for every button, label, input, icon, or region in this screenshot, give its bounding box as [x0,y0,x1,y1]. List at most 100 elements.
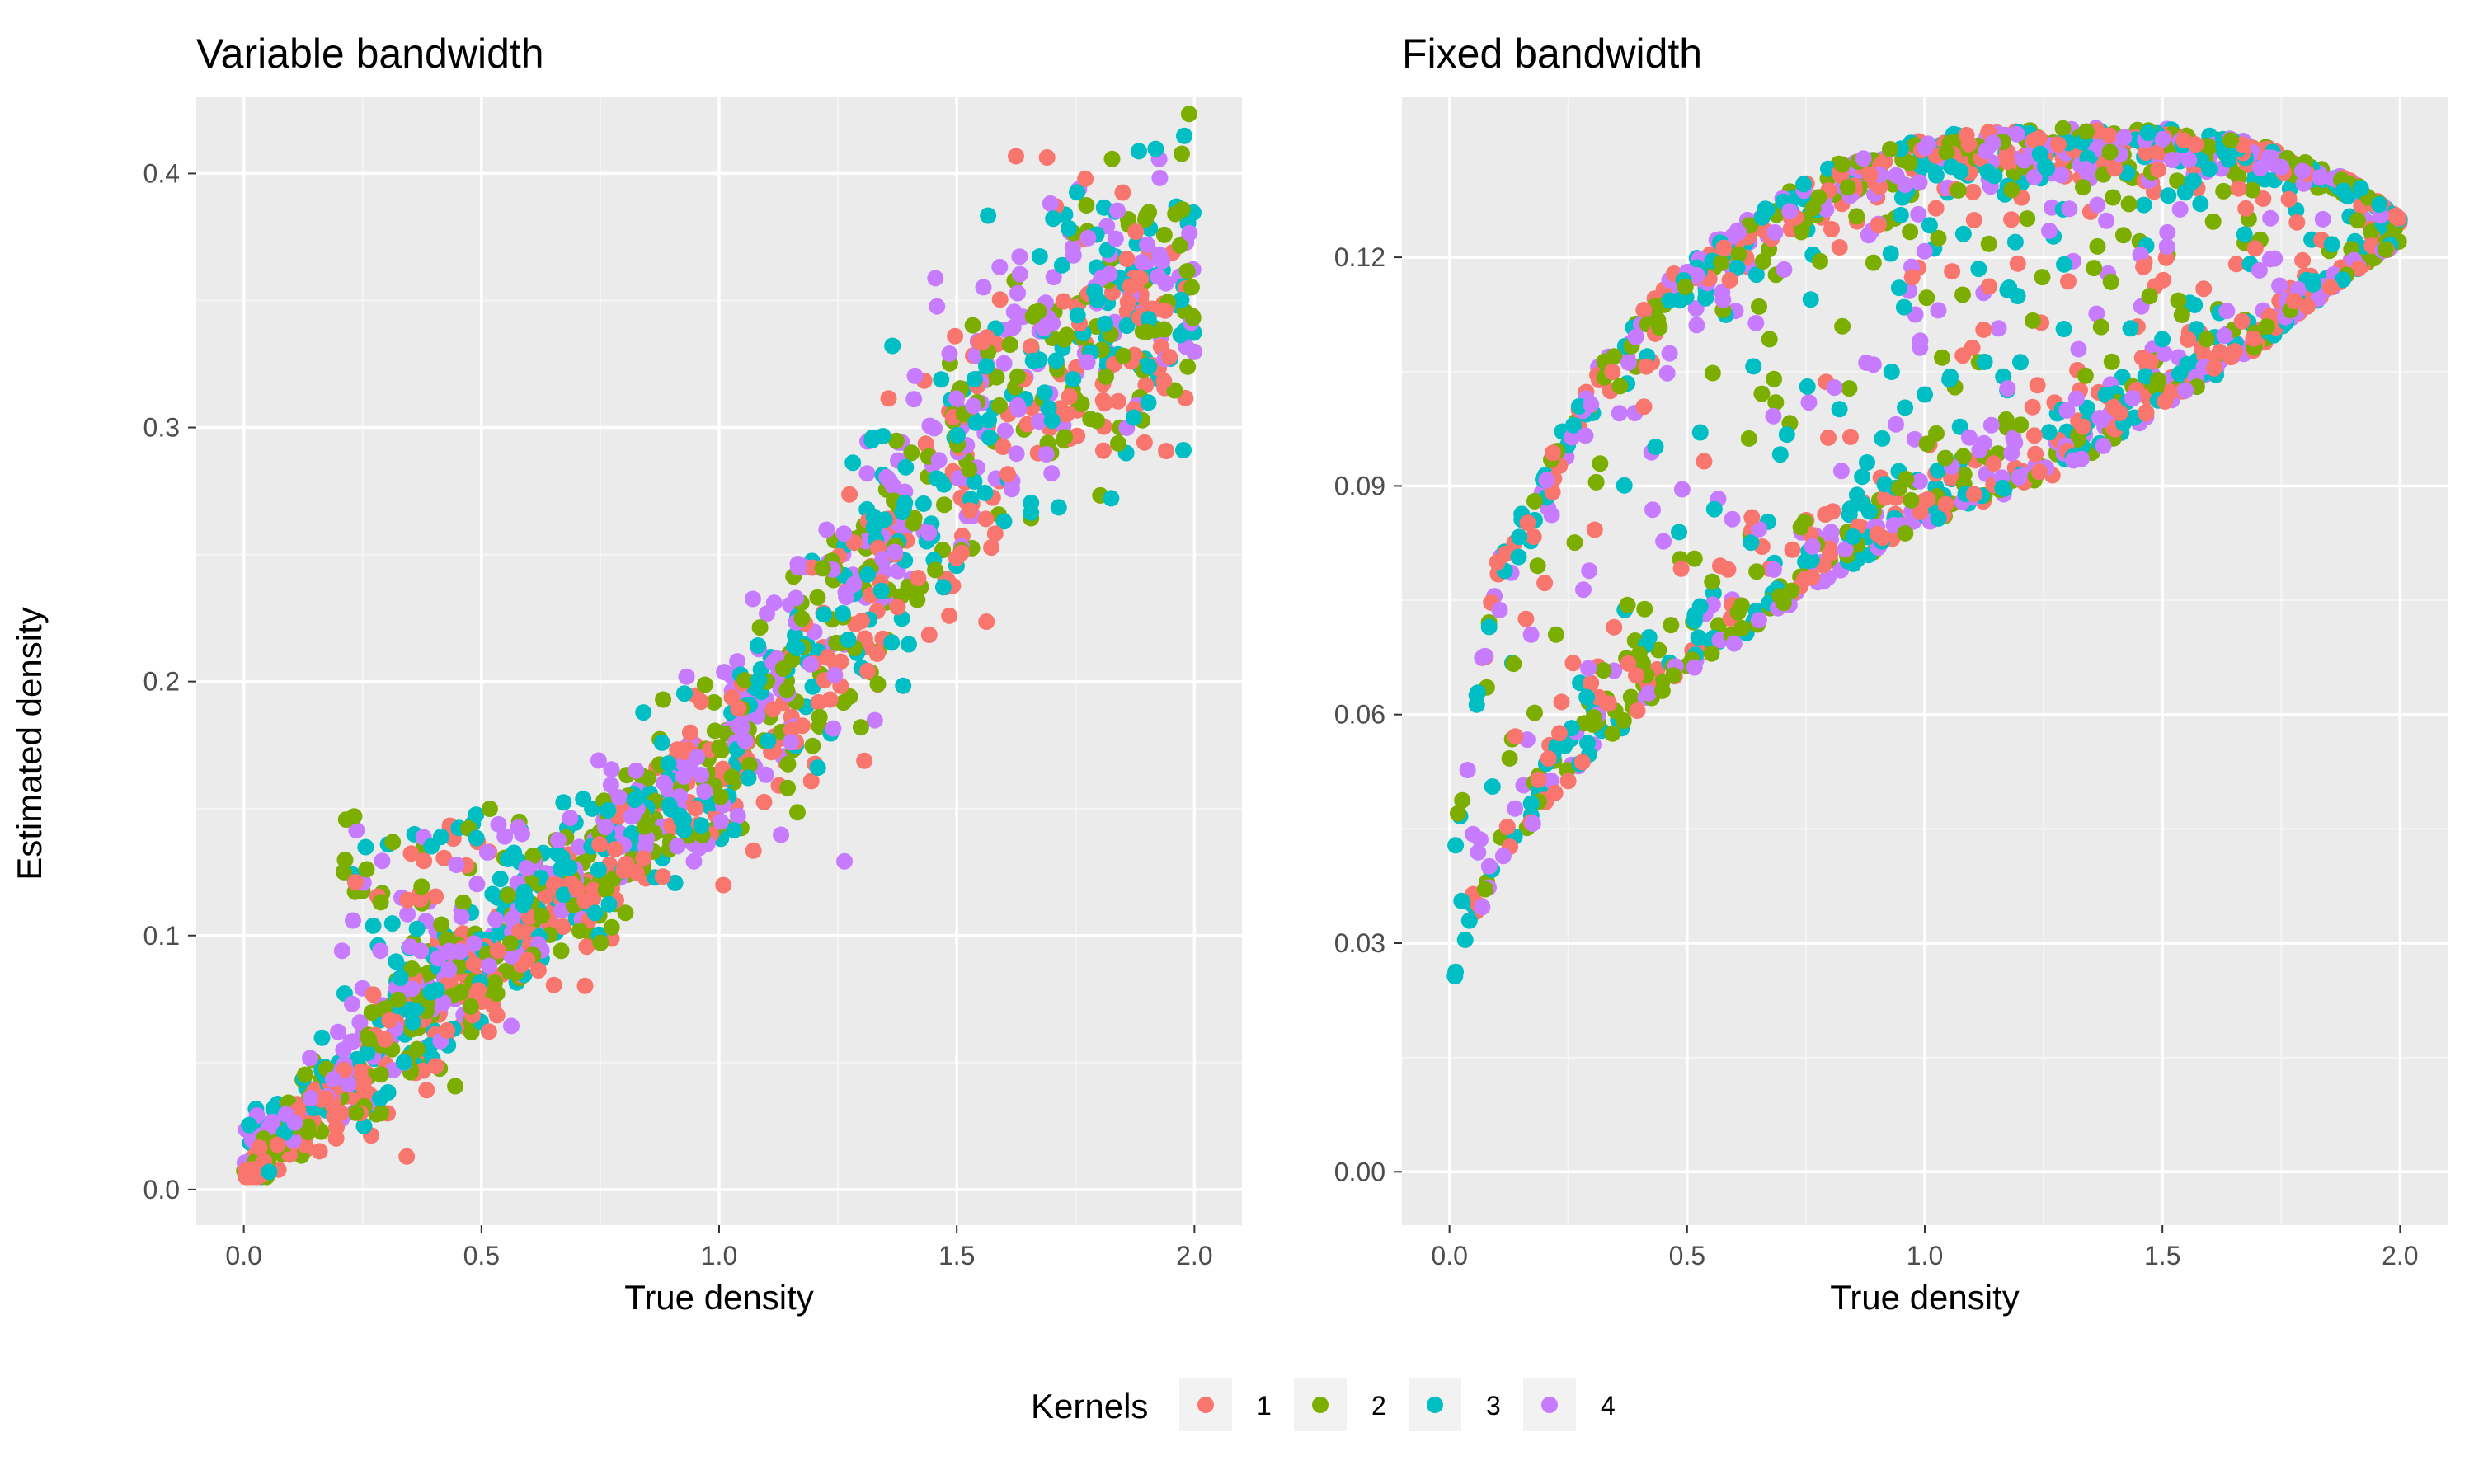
y-tick-label: 0.06 [1334,700,1385,730]
data-point-kernel-1 [568,881,586,898]
data-point-kernel-3 [1661,292,1678,309]
data-point-kernel-1 [1871,178,1888,195]
data-point-kernel-3 [1745,358,1762,375]
data-point-kernel-4 [514,825,530,843]
legend-swatch-3 [1427,1397,1443,1413]
data-point-kernel-3 [915,495,932,512]
data-point-kernel-1 [1965,486,1982,503]
data-point-kernel-2 [1834,317,1851,335]
data-point-kernel-3 [2078,399,2095,416]
data-point-kernel-3 [1753,209,1771,226]
data-point-kernel-3 [1118,317,1136,334]
data-point-kernel-3 [844,454,862,472]
data-point-kernel-1 [859,662,876,679]
data-point-kernel-3 [661,796,678,814]
data-point-kernel-1 [2027,445,2044,463]
data-point-kernel-4 [975,279,992,296]
data-point-kernel-2 [789,804,806,821]
data-point-kernel-1 [2100,127,2118,144]
data-point-kernel-3 [666,874,684,891]
data-point-kernel-1 [1919,491,1936,508]
data-point-kernel-2 [841,688,858,705]
data-point-kernel-4 [628,762,645,779]
data-point-kernel-4 [1912,339,1929,356]
x-tick-label: 0.5 [1669,1241,1705,1270]
data-point-kernel-4 [2216,327,2233,345]
data-point-kernel-3 [978,358,995,375]
data-point-kernel-3 [1172,326,1189,344]
data-point-kernel-3 [1691,424,1709,441]
data-point-kernel-1 [1842,428,1859,445]
data-point-kernel-3 [750,671,768,688]
data-point-kernel-1 [693,693,709,711]
data-point-kernel-1 [2245,330,2262,347]
legend-swatch-1 [1197,1397,1214,1413]
y-tick-labels-fixed: 0.00 0.03 0.06 0.09 0.12 [1334,242,1402,1186]
data-point-kernel-4 [452,943,468,960]
data-point-kernel-2 [1841,380,1858,397]
data-point-kernel-1 [1620,655,1637,672]
data-point-kernel-4 [597,819,614,836]
data-point-kernel-2 [408,1040,426,1058]
data-point-kernel-1 [2135,258,2152,275]
data-point-kernel-1 [1008,148,1024,165]
data-point-kernel-4 [1910,205,1927,223]
data-point-kernel-3 [2335,182,2352,200]
data-point-kernel-2 [1980,235,1997,252]
data-point-kernel-2 [1454,791,1471,809]
data-point-kernel-1 [1937,495,1954,513]
data-point-kernel-1 [2138,404,2155,421]
data-point-kernel-4 [759,605,775,622]
data-point-kernel-2 [2114,227,2132,244]
data-point-kernel-1 [1055,293,1072,310]
data-point-kernel-3 [1671,524,1687,541]
data-point-kernel-3 [1173,291,1190,308]
data-point-kernel-1 [1870,217,1887,234]
data-point-kernel-4 [2095,437,2112,454]
grid-fixed [1402,97,2448,1225]
data-point-kernel-1 [1912,503,1929,520]
data-point-kernel-3 [995,513,1013,530]
data-point-kernel-4 [773,826,789,843]
data-point-kernel-2 [1686,550,1703,567]
data-point-kernel-3 [1747,266,1765,284]
data-point-kernel-2 [778,682,796,699]
data-point-kernel-2 [360,1031,378,1048]
data-point-kernel-4 [2124,390,2142,407]
data-point-kernel-4 [448,857,465,873]
data-point-kernel-3 [1024,352,1042,369]
data-point-kernel-2 [1766,370,1783,387]
data-point-kernel-4 [1766,224,1784,241]
data-point-kernel-4 [1011,248,1028,265]
data-point-kernel-3 [515,896,532,913]
data-point-kernel-1 [465,956,482,973]
data-point-kernel-2 [741,757,758,773]
data-point-kernel-2 [869,675,887,693]
data-point-kernel-2 [1651,319,1668,336]
data-point-kernel-3 [1460,912,1478,929]
data-point-kernel-3 [261,1163,278,1181]
data-point-kernel-1 [1546,784,1564,801]
data-point-kernel-4 [818,521,835,538]
data-point-kernel-4 [1139,236,1156,253]
data-point-kernel-4 [1522,626,1540,643]
data-point-kernel-4 [689,749,706,766]
data-point-kernel-1 [821,691,839,708]
data-point-kernel-3 [492,871,509,888]
data-point-kernel-1 [2138,144,2155,162]
data-point-kernel-4 [2098,212,2115,229]
data-point-kernel-1 [910,570,927,586]
data-point-kernel-2 [1653,682,1671,699]
data-point-kernel-1 [2390,209,2407,227]
data-point-kernel-2 [335,863,352,881]
data-point-kernel-1 [681,724,698,741]
data-point-kernel-4 [1494,848,1512,865]
data-point-kernel-4 [1823,524,1840,541]
data-point-kernel-3 [1176,127,1192,144]
data-point-kernel-2 [1792,519,1809,536]
data-point-kernel-3 [1893,189,1911,206]
data-point-kernel-2 [1592,455,1609,472]
y-tick-label: 0.1 [143,921,180,951]
data-point-kernel-1 [511,923,528,940]
data-point-kernel-2 [2258,318,2275,336]
